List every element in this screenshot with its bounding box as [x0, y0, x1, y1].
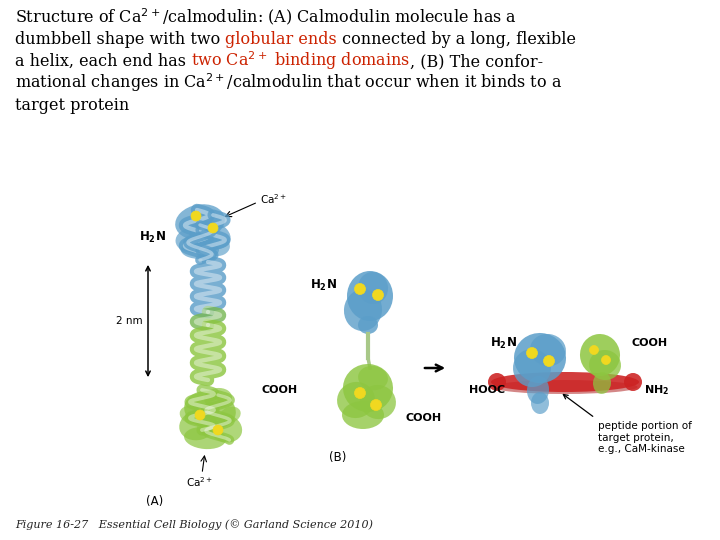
Ellipse shape: [624, 373, 642, 391]
Ellipse shape: [175, 204, 225, 240]
Text: $\mathrm{Ca^{2+}}$: $\mathrm{Ca^{2+}}$: [260, 192, 287, 206]
Text: COOH: COOH: [262, 385, 298, 395]
Ellipse shape: [531, 392, 549, 414]
Text: dumbbell shape with two: dumbbell shape with two: [15, 31, 225, 48]
Ellipse shape: [342, 401, 384, 429]
Circle shape: [590, 346, 598, 354]
Text: (B): (B): [329, 450, 347, 463]
Ellipse shape: [488, 373, 506, 391]
Ellipse shape: [593, 372, 611, 394]
Ellipse shape: [343, 364, 393, 412]
Ellipse shape: [358, 272, 388, 304]
Ellipse shape: [347, 271, 393, 321]
Ellipse shape: [337, 382, 375, 418]
Ellipse shape: [492, 380, 637, 394]
Text: mational changes in Ca$^{\mathsf{2+}}$/calmodulin that occur when it binds to a: mational changes in Ca$^{\mathsf{2+}}$/c…: [15, 71, 562, 94]
Text: COOH: COOH: [406, 413, 442, 423]
Text: COOH: COOH: [632, 338, 668, 348]
Ellipse shape: [180, 406, 204, 424]
Ellipse shape: [491, 372, 639, 392]
Ellipse shape: [208, 414, 242, 442]
Text: $\mathbf{H_2N}$: $\mathbf{H_2N}$: [490, 335, 516, 350]
Text: , (B) The confor-: , (B) The confor-: [410, 53, 544, 70]
Circle shape: [354, 388, 366, 399]
Ellipse shape: [530, 334, 566, 366]
Circle shape: [195, 410, 205, 420]
Circle shape: [208, 223, 218, 233]
Text: peptide portion of
target protein,
e.g., CaM-kinase: peptide portion of target protein, e.g.,…: [598, 421, 692, 454]
Ellipse shape: [176, 227, 210, 253]
Ellipse shape: [360, 385, 396, 419]
Ellipse shape: [189, 220, 230, 249]
Ellipse shape: [358, 316, 378, 334]
Ellipse shape: [589, 350, 621, 380]
Circle shape: [213, 425, 223, 435]
Ellipse shape: [358, 366, 388, 390]
Ellipse shape: [204, 388, 232, 408]
Circle shape: [526, 348, 538, 359]
Text: $\mathrm{Ca^{2+}}$: $\mathrm{Ca^{2+}}$: [186, 475, 214, 489]
Text: globular ends: globular ends: [225, 31, 337, 48]
Text: $\mathbf{H_2N}$: $\mathbf{H_2N}$: [138, 230, 166, 245]
Ellipse shape: [184, 427, 226, 449]
Ellipse shape: [344, 289, 382, 331]
Text: 2 nm: 2 nm: [117, 316, 143, 326]
Ellipse shape: [220, 407, 240, 423]
Ellipse shape: [580, 334, 620, 376]
Circle shape: [191, 211, 201, 221]
Circle shape: [372, 289, 384, 300]
Text: $\mathbf{NH_2}$: $\mathbf{NH_2}$: [644, 383, 670, 397]
Circle shape: [371, 400, 382, 410]
Text: Figure 16-27   Essential Cell Biology (© Garland Science 2010): Figure 16-27 Essential Cell Biology (© G…: [15, 519, 373, 530]
Ellipse shape: [200, 234, 230, 256]
Text: connected by a long, flexible: connected by a long, flexible: [337, 31, 576, 48]
Ellipse shape: [179, 410, 217, 440]
Text: two Ca$^{\mathsf{2+}}$ binding domains: two Ca$^{\mathsf{2+}}$ binding domains: [191, 49, 410, 72]
Ellipse shape: [181, 241, 219, 259]
Text: HOOC: HOOC: [469, 385, 505, 395]
Circle shape: [601, 355, 611, 364]
Ellipse shape: [513, 349, 551, 387]
Ellipse shape: [514, 333, 566, 383]
Text: (A): (A): [146, 496, 163, 509]
Text: $\mathbf{H_2N}$: $\mathbf{H_2N}$: [310, 278, 336, 293]
Text: a helix, each end has: a helix, each end has: [15, 53, 191, 70]
Text: Structure of Ca$^{\mathsf{2+}}$/calmodulin: (A) Calmodulin molecule has a: Structure of Ca$^{\mathsf{2+}}$/calmodul…: [15, 6, 517, 26]
Text: target protein: target protein: [15, 97, 130, 114]
Ellipse shape: [184, 391, 236, 429]
Circle shape: [544, 355, 554, 367]
Circle shape: [354, 284, 366, 294]
Ellipse shape: [527, 376, 549, 404]
